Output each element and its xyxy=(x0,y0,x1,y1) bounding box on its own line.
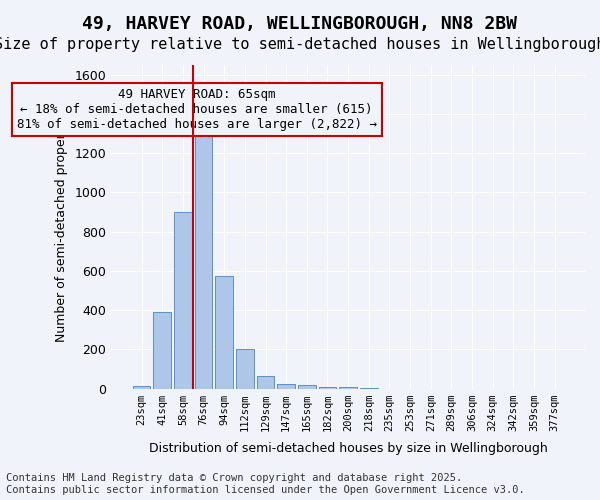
Text: 49, HARVEY ROAD, WELLINGBOROUGH, NN8 2BW: 49, HARVEY ROAD, WELLINGBOROUGH, NN8 2BW xyxy=(83,15,517,33)
Bar xyxy=(298,384,316,388)
Bar xyxy=(154,312,171,388)
Bar xyxy=(195,132,212,388)
Bar xyxy=(340,386,357,388)
Bar xyxy=(174,212,191,388)
Bar xyxy=(133,386,151,388)
X-axis label: Distribution of semi-detached houses by size in Wellingborough: Distribution of semi-detached houses by … xyxy=(149,442,548,455)
Bar xyxy=(277,384,295,388)
Bar xyxy=(215,276,233,388)
Y-axis label: Number of semi-detached properties: Number of semi-detached properties xyxy=(55,111,68,342)
Bar xyxy=(257,376,274,388)
Text: 49 HARVEY ROAD: 65sqm
← 18% of semi-detached houses are smaller (615)
81% of sem: 49 HARVEY ROAD: 65sqm ← 18% of semi-deta… xyxy=(17,88,377,130)
Bar xyxy=(236,350,254,389)
Bar xyxy=(319,386,336,388)
Text: Contains HM Land Registry data © Crown copyright and database right 2025.
Contai: Contains HM Land Registry data © Crown c… xyxy=(6,474,525,495)
Text: Size of property relative to semi-detached houses in Wellingborough: Size of property relative to semi-detach… xyxy=(0,38,600,52)
